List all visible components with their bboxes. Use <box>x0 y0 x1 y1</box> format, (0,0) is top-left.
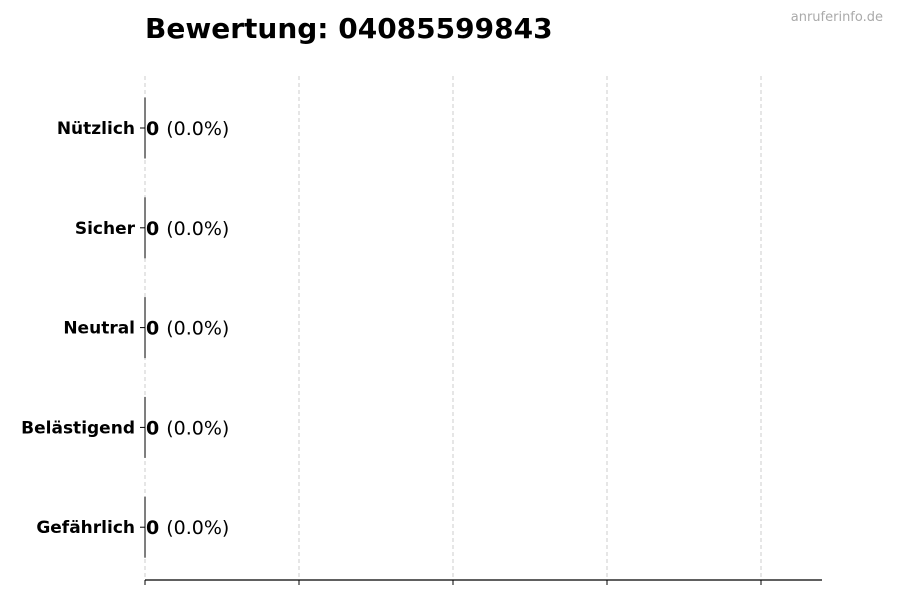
chart-title: Bewertung: 04085599843 <box>145 12 553 45</box>
y-tick-label: Gefährlich <box>36 518 135 538</box>
value-label: 0 <box>146 517 159 539</box>
y-tick-label: Sicher <box>75 219 136 239</box>
value-label: 0 <box>146 218 159 240</box>
percent-label: (0.0%) <box>166 318 229 340</box>
percent-label: (0.0%) <box>166 218 229 240</box>
percent-label: (0.0%) <box>166 417 229 439</box>
data-label: 0 (0.0%) <box>146 417 229 439</box>
data-label: 0 (0.0%) <box>146 318 229 340</box>
value-label: 0 <box>146 417 159 439</box>
percent-label: (0.0%) <box>166 118 229 140</box>
watermark: anruferinfo.de <box>790 10 883 25</box>
data-label: 0 (0.0%) <box>146 218 229 240</box>
y-tick-label: Nützlich <box>57 119 135 139</box>
y-tick-label: Neutral <box>63 319 135 339</box>
data-label: 0 (0.0%) <box>146 118 229 140</box>
value-label: 0 <box>146 318 159 340</box>
value-label: 0 <box>146 118 159 140</box>
y-tick-label: Belästigend <box>21 418 135 438</box>
percent-label: (0.0%) <box>166 517 229 539</box>
data-label: 0 (0.0%) <box>146 517 229 539</box>
